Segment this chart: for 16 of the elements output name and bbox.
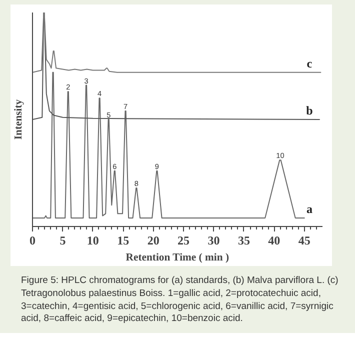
x-tick-label: 35 (238, 234, 250, 248)
x-tick-label: 25 (178, 234, 190, 248)
x-axis-title: Retention Time ( min ) (126, 252, 230, 264)
series-label: a (306, 202, 312, 216)
x-tick-label: 10 (86, 234, 99, 248)
x-tick-label: 0 (30, 234, 36, 248)
series-label: b (306, 104, 314, 118)
x-tick-label: 45 (298, 234, 310, 248)
y-axis-title: Intensity (14, 98, 24, 140)
x-tick-label: 20 (147, 234, 160, 248)
series-label: c (306, 56, 313, 70)
x-tick-label: 15 (117, 234, 130, 248)
x-tick-label: 40 (268, 234, 280, 248)
x-tick-label: 5 (60, 234, 66, 248)
caption: Figure 5: HPLC chromatograms for (a) standards, (b) Malva parviflora L. (c) Tetragonolobus palaestinus Boiss. 1=gallic acid, 2=protocatechuic acid, 3=catechin, 4=gentisic acid, 5=chlorogenic acid, 6=vanillic acid, 7=syrnigic acid, 8=caffeic acid, 9=epicatechin, 10=benzoic acid. (21, 275, 339, 326)
x-tick-label: 30 (208, 234, 220, 248)
